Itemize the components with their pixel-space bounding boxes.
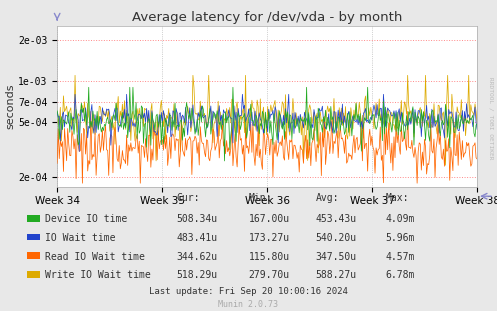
Text: 540.20u: 540.20u [316, 233, 357, 243]
Text: 344.62u: 344.62u [176, 252, 218, 262]
Text: 483.41u: 483.41u [176, 233, 218, 243]
Title: Average latency for /dev/vda - by month: Average latency for /dev/vda - by month [132, 11, 403, 24]
Text: Last update: Fri Sep 20 10:00:16 2024: Last update: Fri Sep 20 10:00:16 2024 [149, 287, 348, 296]
Text: 5.96m: 5.96m [385, 233, 414, 243]
Text: 508.34u: 508.34u [176, 214, 218, 224]
Text: Write IO Wait time: Write IO Wait time [45, 270, 151, 280]
Text: 167.00u: 167.00u [248, 214, 290, 224]
Text: Min:: Min: [248, 193, 272, 202]
Text: 4.09m: 4.09m [385, 214, 414, 224]
Text: 347.50u: 347.50u [316, 252, 357, 262]
Text: Read IO Wait time: Read IO Wait time [45, 252, 145, 262]
Text: Munin 2.0.73: Munin 2.0.73 [219, 300, 278, 309]
Text: 588.27u: 588.27u [316, 270, 357, 280]
Text: 4.57m: 4.57m [385, 252, 414, 262]
Text: 6.78m: 6.78m [385, 270, 414, 280]
Text: 518.29u: 518.29u [176, 270, 218, 280]
Text: Cur:: Cur: [176, 193, 200, 202]
Text: 279.70u: 279.70u [248, 270, 290, 280]
Y-axis label: seconds: seconds [5, 84, 15, 129]
Text: 453.43u: 453.43u [316, 214, 357, 224]
Text: IO Wait time: IO Wait time [45, 233, 115, 243]
Text: 173.27u: 173.27u [248, 233, 290, 243]
Text: Device IO time: Device IO time [45, 214, 127, 224]
Text: RRDTOOL / TOBI OETIKER: RRDTOOL / TOBI OETIKER [488, 77, 493, 160]
Text: Avg:: Avg: [316, 193, 339, 202]
Text: 115.80u: 115.80u [248, 252, 290, 262]
Text: Max:: Max: [385, 193, 409, 202]
